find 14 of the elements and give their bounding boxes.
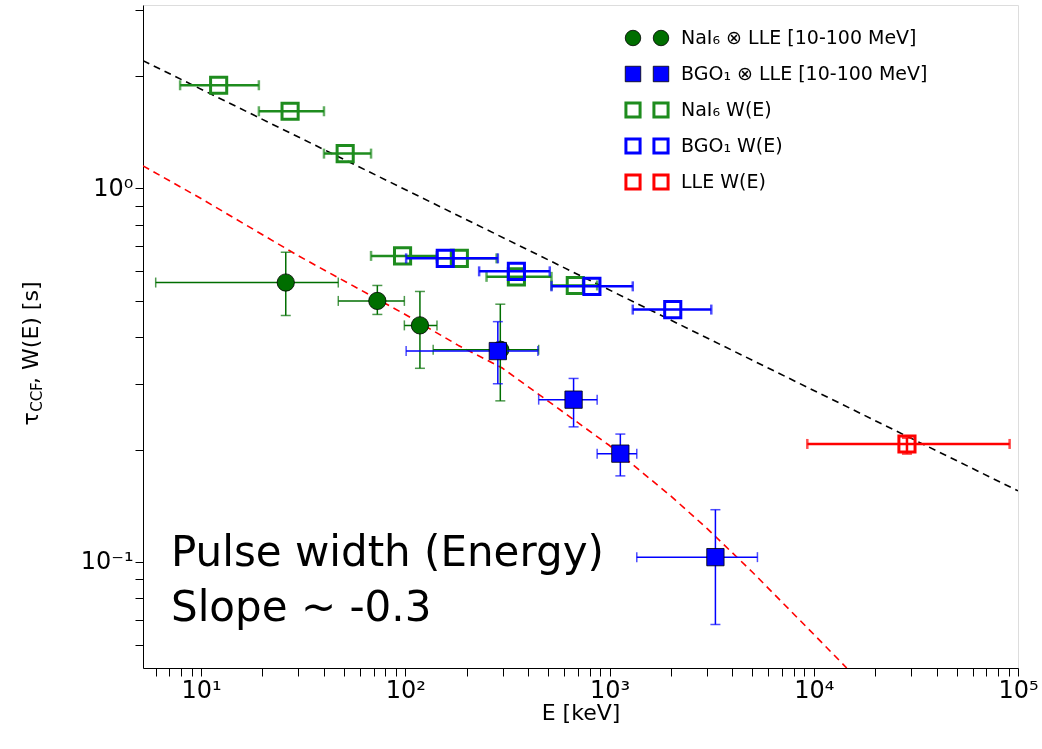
y-tick-label: 10⁰ [93,174,134,202]
y-tick-label: 10⁻¹ [80,547,134,576]
legend-label: NaI₆ ⊗ LLE [10-100 MeV] [681,26,917,48]
x-tick-label: 10⁵ [998,675,1039,704]
annotation: Slope ~ -0.3 [171,582,432,631]
annotation: Pulse width (Energy) [171,527,604,576]
legend-label: BGO₁ W(E) [681,134,783,156]
x-tick-label: 10⁴ [794,675,835,704]
legend-label: BGO₁ ⊗ LLE [10-100 MeV] [681,62,928,84]
x-tick-label: 10¹ [181,675,222,704]
legend-label: NaI₆ W(E) [681,98,772,120]
x-tick-label: 10² [385,675,426,704]
y-axis-title: τCCF, W(E) [s] [18,281,46,426]
legend-label: LLE W(E) [681,170,766,192]
